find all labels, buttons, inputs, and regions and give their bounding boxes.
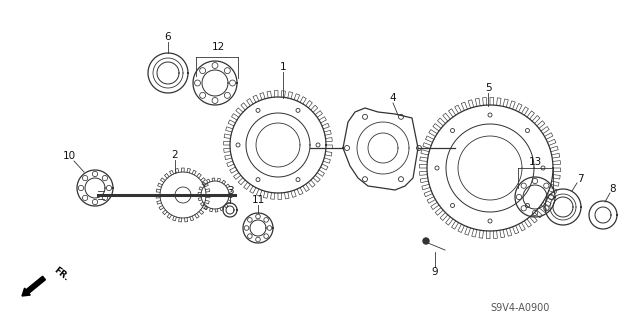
Text: 1: 1 xyxy=(280,62,286,72)
Text: FR.: FR. xyxy=(52,265,70,283)
Text: 8: 8 xyxy=(610,184,616,194)
Text: 13: 13 xyxy=(529,157,541,167)
FancyArrow shape xyxy=(22,276,45,296)
Text: 2: 2 xyxy=(172,150,179,160)
Text: 3: 3 xyxy=(227,186,234,196)
Text: 12: 12 xyxy=(211,42,225,52)
Text: 6: 6 xyxy=(164,32,172,42)
Text: S9V4-A0900: S9V4-A0900 xyxy=(490,303,550,313)
Text: 5: 5 xyxy=(484,83,492,93)
Text: 11: 11 xyxy=(252,195,264,205)
Text: 10: 10 xyxy=(63,151,76,161)
Text: 7: 7 xyxy=(577,174,583,184)
Circle shape xyxy=(423,238,429,244)
Text: 4: 4 xyxy=(390,93,396,103)
Text: 9: 9 xyxy=(432,267,438,277)
